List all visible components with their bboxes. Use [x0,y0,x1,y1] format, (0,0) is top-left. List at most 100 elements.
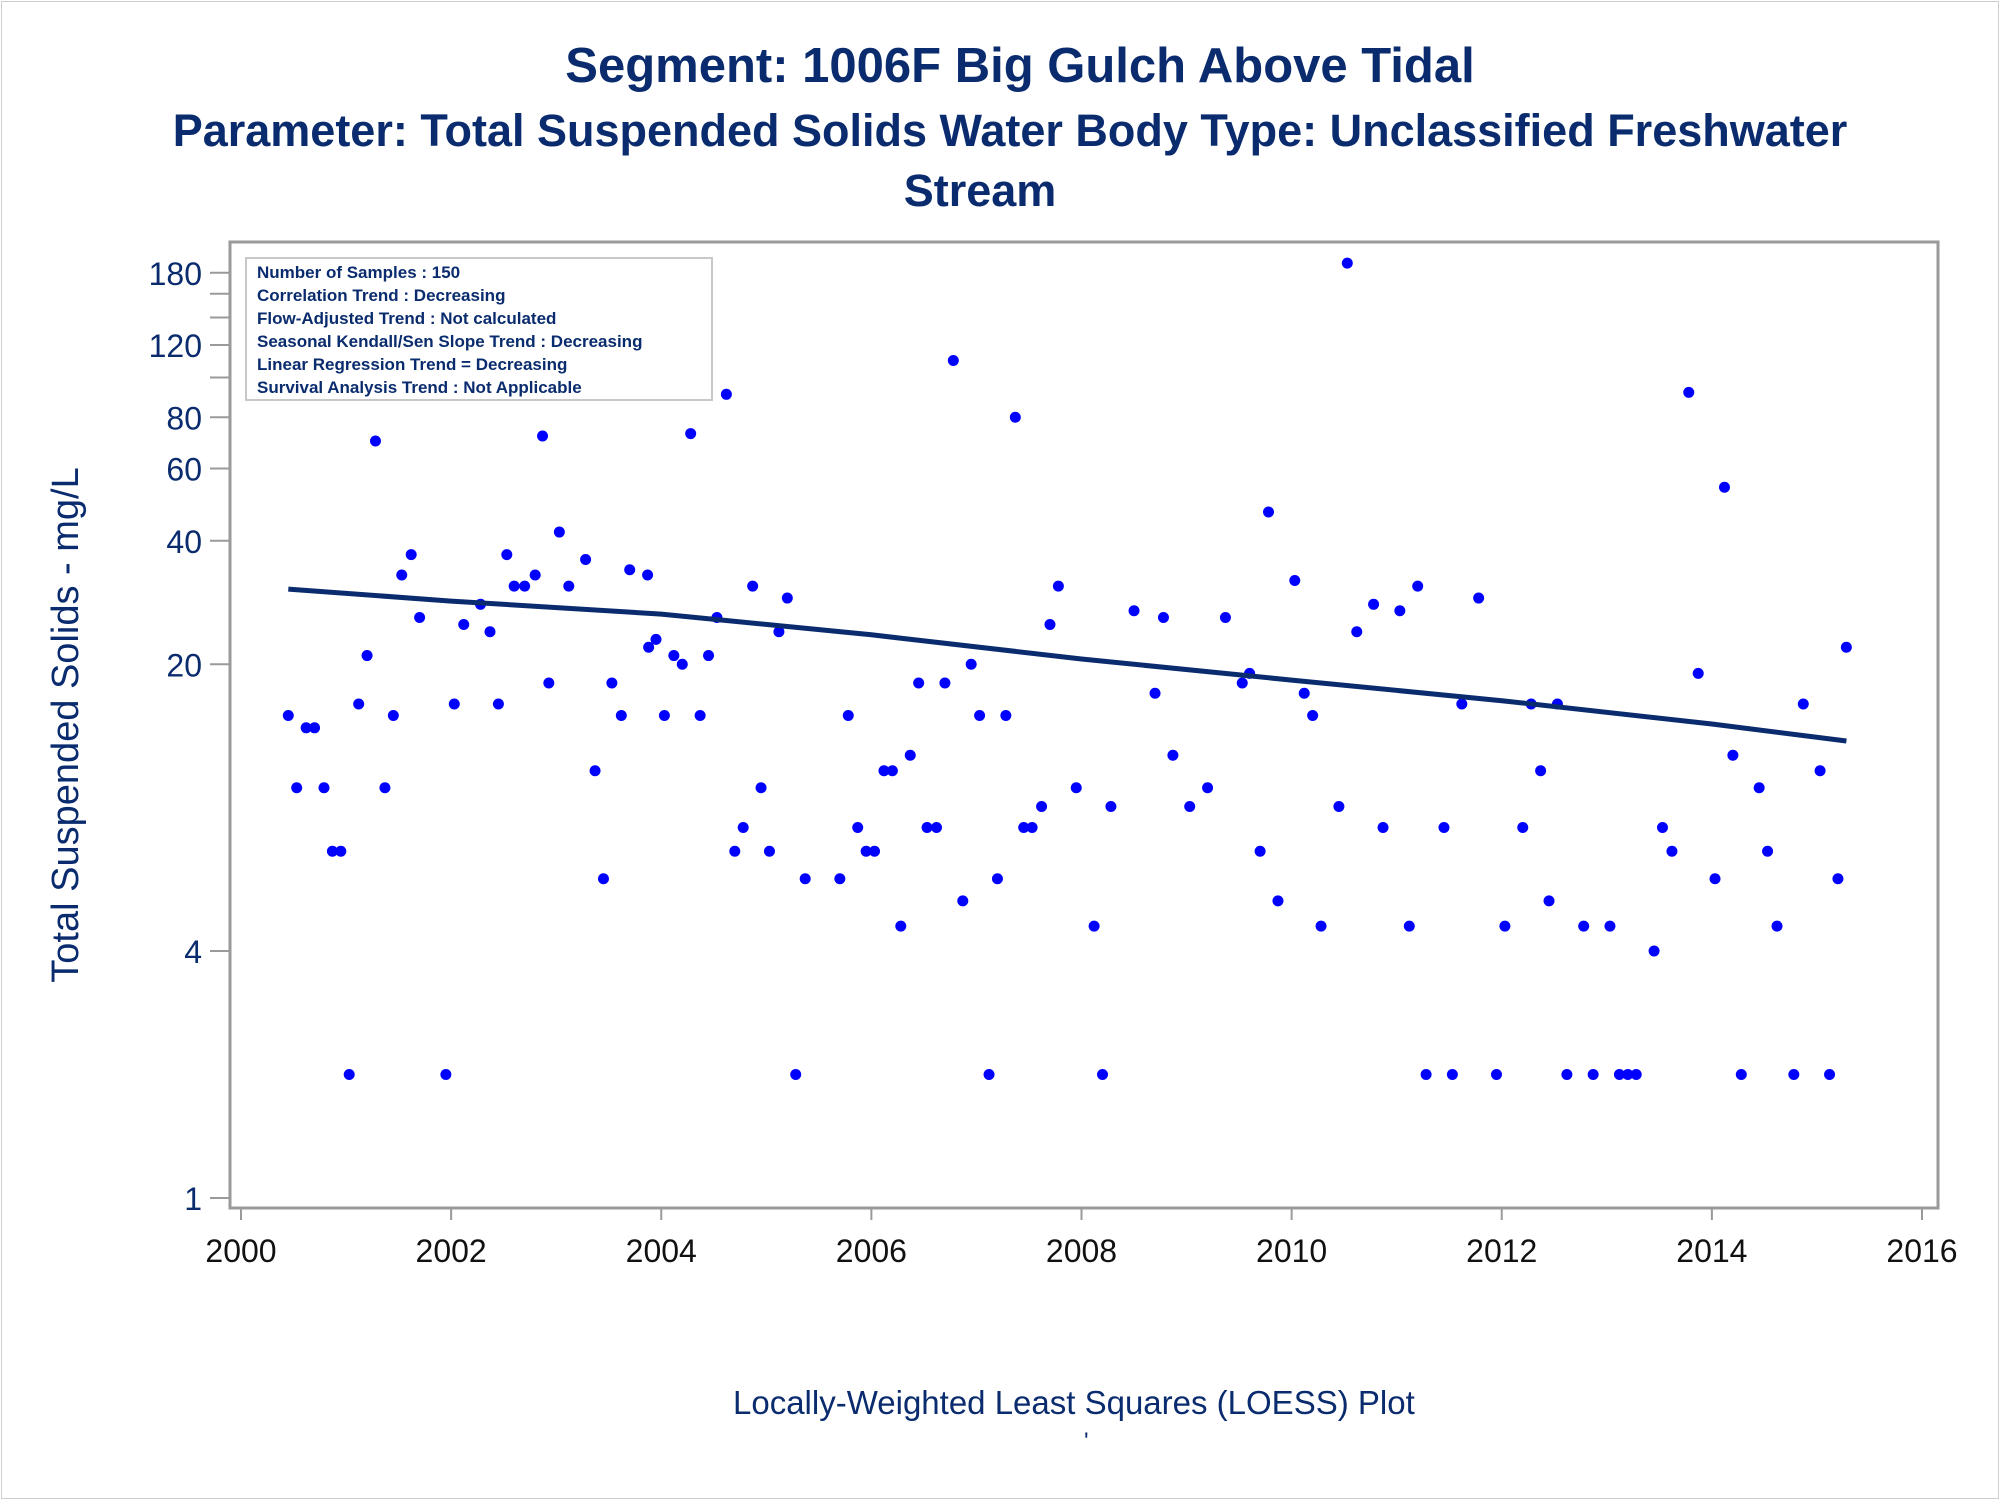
y-axis-label: Total Suspended Solids - mg/L [45,467,87,982]
data-point [1587,1069,1599,1081]
y-tick-label: 60 [166,452,202,488]
data-point [1289,575,1301,587]
data-point [492,698,504,710]
data-point [379,782,391,794]
data-point [703,650,715,662]
y-tick-label: 40 [166,524,202,560]
data-point [335,845,347,857]
data-point [1377,822,1389,834]
data-point [282,710,294,722]
data-point [414,612,426,624]
data-point [878,765,890,777]
y-axis: 1 4 20 40 60 80 120 180 [149,256,230,1217]
data-point [519,580,531,592]
data-points [282,257,1852,1081]
data-point [606,677,618,689]
data-point [1683,386,1695,398]
data-point [834,873,846,885]
data-point [1202,782,1214,794]
data-point [1149,687,1161,699]
data-point [1044,618,1056,630]
data-point [921,822,933,834]
data-point [440,1069,452,1081]
data-point [343,1069,355,1081]
x-tick-label: 2004 [626,1233,697,1269]
data-point [957,895,969,907]
data-point [886,765,898,777]
data-point [1000,710,1012,722]
legend-line-correlation: Correlation Trend : Decreasing [257,286,505,305]
data-point [1412,580,1424,592]
data-point [1561,1069,1573,1081]
data-point [737,822,749,834]
data-point [458,618,470,630]
x-tick-label: 2006 [836,1233,907,1269]
data-point [448,698,460,710]
data-point [1648,945,1660,957]
data-point [1446,1069,1458,1081]
data-point [387,710,399,722]
data-point [1219,612,1231,624]
plot-area-border [228,240,1940,1210]
data-point [508,580,520,592]
x-tick-label: 2012 [1466,1233,1537,1269]
data-point [1236,677,1248,689]
data-point [658,710,670,722]
data-point [1438,822,1450,834]
data-point [685,428,697,440]
data-point [1105,801,1117,813]
data-point [947,355,959,367]
data-point [291,782,303,794]
data-point [1727,749,1739,761]
x-tick-label: 2002 [416,1233,487,1269]
data-point [1630,1069,1642,1081]
data-point [1272,895,1284,907]
data-point [580,554,592,566]
x-tick-label: 2008 [1046,1233,1117,1269]
data-point [1341,257,1353,269]
data-point [729,845,741,857]
data-point [1070,782,1082,794]
data-point [326,845,338,857]
data-point [1018,822,1030,834]
data-point [965,658,977,670]
data-point [1026,822,1038,834]
data-point [991,873,1003,885]
data-point [643,641,655,653]
legend-line-survival-analysis: Survival Analysis Trend : Not Applicable [257,378,582,397]
x-tick-label: 2000 [205,1233,276,1269]
data-point [983,1069,995,1081]
data-point [553,526,565,538]
loess-trend-line [288,586,1847,744]
y-tick-label: 1 [184,1181,202,1217]
data-point [1656,822,1668,834]
data-point [396,569,408,581]
data-point [1351,626,1363,638]
data-point [1709,873,1721,885]
data-point [1298,687,1310,699]
data-point [1840,641,1852,653]
legend-box-border [245,257,713,401]
data-point [1517,822,1529,834]
data-point [615,710,627,722]
legend-line-samples: Number of Samples : 150 [257,263,460,282]
data-point [1088,920,1100,932]
data-point [501,549,513,561]
data-point [1128,605,1140,617]
data-point [1009,411,1021,423]
data-point [650,633,662,645]
data-point [484,626,496,638]
data-point [624,564,636,576]
y-tick-label: 120 [149,328,202,364]
data-point [1307,710,1319,722]
data-point [1578,920,1590,932]
data-point [773,626,785,638]
data-point [1771,920,1783,932]
data-point [642,569,654,581]
data-point [1368,598,1380,610]
data-point [589,765,601,777]
data-point [939,677,951,689]
data-point [1535,765,1547,777]
data-point [904,749,916,761]
